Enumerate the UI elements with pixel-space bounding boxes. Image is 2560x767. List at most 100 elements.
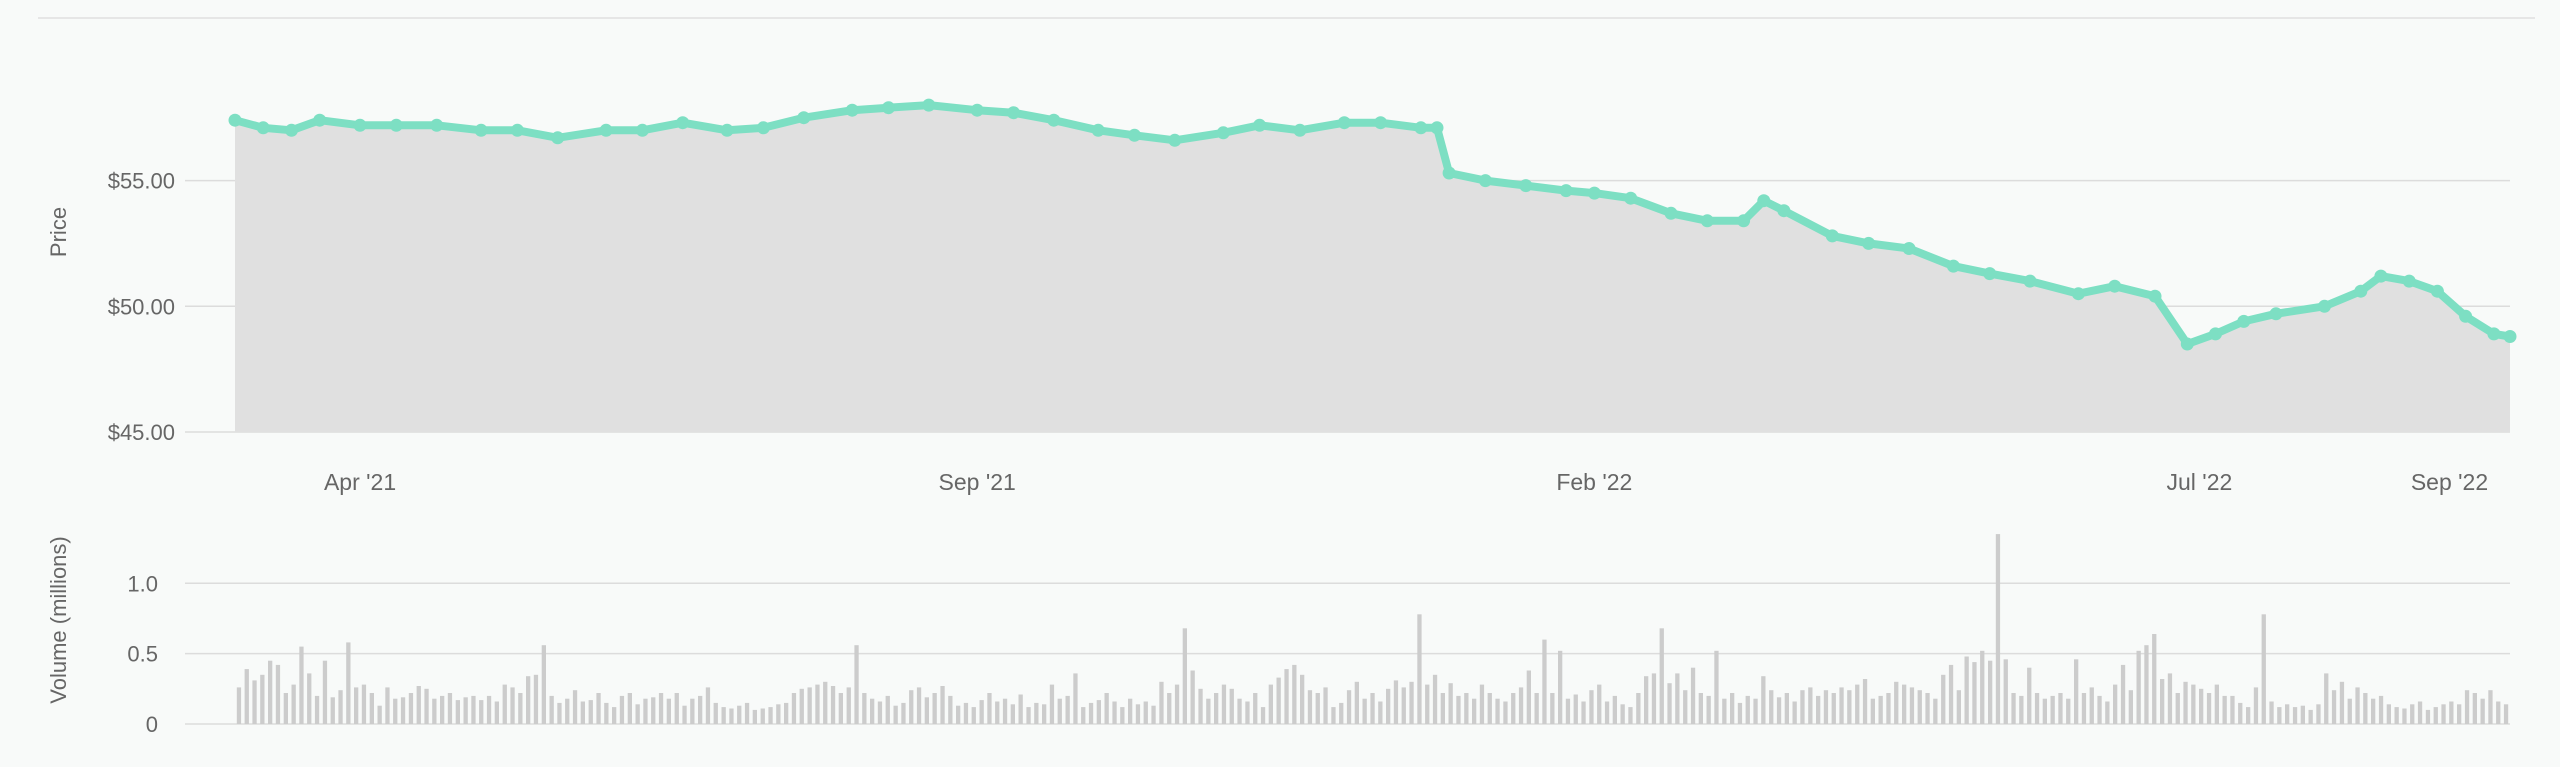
price-point [2487, 327, 2501, 341]
volume-bar [1081, 707, 1086, 724]
price-point [1559, 184, 1573, 198]
volume-bar [1206, 698, 1211, 724]
volume-bar [1862, 679, 1868, 724]
volume-bar [1237, 698, 1242, 724]
price-point [2180, 337, 2194, 351]
volume-bar [1143, 701, 1148, 724]
volume-bar [854, 645, 859, 724]
volume-bar [901, 702, 906, 724]
volume-bar [2128, 690, 2133, 724]
price-point [2148, 289, 2162, 303]
volume-bar [1362, 698, 1367, 724]
price-point [2269, 307, 2283, 321]
price-point [2318, 299, 2331, 313]
volume-bar [885, 695, 890, 724]
price-point [1664, 206, 1678, 220]
price-point [1047, 113, 1061, 127]
volume-bars [236, 534, 2509, 724]
volume-bar [1339, 702, 1344, 724]
volume-bar [1198, 688, 1203, 724]
volume-bar [1550, 693, 1555, 724]
volume-bar [1886, 693, 1891, 724]
price-point [1216, 126, 1230, 140]
volume-bar [2503, 704, 2509, 724]
volume-bar [674, 693, 679, 724]
volume-bar [784, 702, 789, 724]
volume-bar [1698, 693, 1703, 724]
volume-bar [1980, 650, 1985, 724]
volume-bar [862, 693, 867, 724]
volume-bar [1417, 614, 1422, 724]
volume-bar [1722, 698, 1727, 724]
volume-bar [2316, 704, 2321, 724]
volume-bar [2285, 704, 2290, 724]
price-y-tick-label: $50.00 [108, 294, 175, 319]
volume-bar [830, 686, 836, 724]
volume-bar [2339, 681, 2345, 724]
volume-bar [2144, 645, 2149, 724]
volume-chart: 0 0.5 1.0 Volume (millions) [46, 534, 2510, 737]
volume-bar [916, 687, 922, 724]
price-point [2459, 309, 2473, 323]
volume-bar [1010, 704, 1015, 724]
volume-bar [1409, 681, 1414, 724]
volume-bar [330, 697, 335, 724]
volume-bar [1644, 676, 1649, 724]
volume-bar [1925, 693, 1930, 724]
volume-bar [244, 669, 249, 724]
volume-bar [1190, 670, 1195, 724]
volume-bar [1096, 700, 1101, 724]
price-points [228, 98, 2517, 351]
price-point [1983, 267, 1997, 281]
volume-bar [2042, 698, 2047, 724]
volume-bar [1745, 695, 1750, 724]
volume-bar [2246, 707, 2251, 724]
volume-bar [408, 693, 414, 724]
volume-bar [979, 700, 984, 724]
volume-bar [924, 697, 929, 724]
volume-bar [1737, 702, 1743, 724]
volume-bar [1292, 664, 1297, 724]
volume-bar [729, 708, 734, 724]
volume-bar [1315, 693, 1320, 724]
volume-bar [1597, 684, 1602, 724]
volume-bar [1855, 684, 1860, 724]
volume-bar [479, 700, 484, 724]
volume-bar [948, 695, 953, 724]
volume-bar [838, 693, 843, 724]
price-point [1825, 229, 1839, 243]
volume-bar [1253, 693, 1258, 724]
volume-bar [1346, 690, 1352, 724]
price-point [1946, 259, 1960, 273]
volume-bar [440, 695, 445, 724]
volume-bar [596, 693, 601, 724]
volume-bar [737, 705, 742, 724]
price-point [1430, 121, 1444, 135]
volume-bar [1245, 701, 1250, 724]
volume-bar [1769, 690, 1774, 724]
volume-bar [1870, 698, 1875, 724]
volume-bar [2097, 695, 2102, 724]
volume-bar [698, 695, 703, 724]
volume-bar [2019, 695, 2024, 724]
volume-bar [1761, 676, 1766, 724]
volume-bar [1995, 534, 2001, 724]
price-point [353, 118, 367, 132]
volume-bar [2488, 690, 2493, 724]
volume-bar [1088, 702, 1094, 724]
volume-bar [643, 698, 648, 724]
price-x-tick-label: Sep '21 [939, 469, 1016, 495]
price-point [474, 123, 488, 137]
volume-bar [1659, 628, 1664, 724]
volume-bar [2066, 698, 2071, 724]
volume-bar [940, 686, 945, 724]
volume-bar [995, 701, 1000, 724]
volume-bar [572, 690, 578, 724]
volume-bar [2449, 701, 2454, 724]
volume-bar [447, 693, 453, 724]
volume-bar [1628, 707, 1633, 724]
volume-bar [2089, 687, 2094, 724]
volume-bar [2402, 708, 2407, 724]
volume-bar [1448, 683, 1453, 724]
